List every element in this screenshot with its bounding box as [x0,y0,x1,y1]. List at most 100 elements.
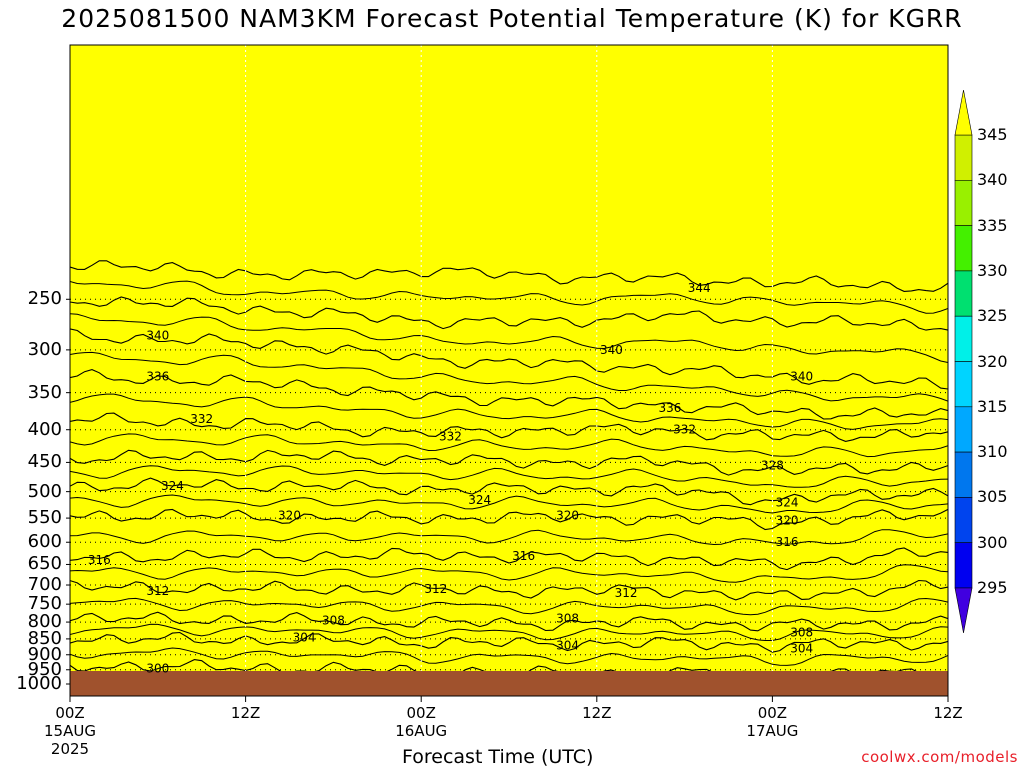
isentrope-line [70,631,948,653]
isentrope-line [70,328,948,390]
x-date-label: 15AUG [44,722,96,740]
x-tick-label: 00Z [757,704,788,722]
isentrope-line [70,351,948,402]
contour-label: 332 [190,412,213,426]
isentrope-line [70,659,917,671]
contour-label: 340 [146,329,169,343]
isentrope-line [70,296,948,331]
y-tick-label: 600 [27,531,62,553]
contour-label: 316 [776,535,799,549]
y-tick-label: 850 [27,627,62,649]
x-tick-label: 12Z [582,704,612,722]
isentrope-line [70,579,948,601]
y-tick-label: 900 [27,643,62,665]
colorbar-label: 305 [977,487,1008,507]
colorbar [954,89,973,634]
isentrope-line [70,369,948,420]
isentrope-line [70,412,948,442]
colorbar-arrow-top [954,89,973,136]
y-tick-label: 700 [27,574,62,596]
contour-label: 312 [146,584,169,598]
y-tick-label: 500 [27,480,62,502]
x-axis-title: Forecast Time (UTC) [402,746,594,768]
contour-label: 328 [761,458,784,472]
isentrope-line [70,647,948,666]
x-tick-label: 12Z [230,704,261,722]
contour-label: 320 [278,509,301,523]
y-tick-label: 450 [27,451,62,473]
isentrope-line [70,547,948,571]
colorbar-cell [954,270,973,317]
y-tick-label: 800 [27,611,62,633]
colorbar-label: 335 [977,215,1008,235]
colorbar-label: 295 [977,578,1008,597]
x-date-label: 17AUG [746,722,799,740]
colorbar-arrow-bottom [954,587,973,634]
isentrope-line [70,623,948,641]
contour-label: 308 [790,625,813,639]
contour-label: 308 [322,613,345,627]
contour-label: 304 [293,630,316,644]
colorbar-label: 325 [977,306,1008,326]
y-tick-label: 300 [27,338,62,360]
x-tick-label: 12Z [933,704,963,722]
y-tick-label: 1000 [16,673,62,694]
fill-band [70,260,948,671]
isentrope-line [70,433,948,458]
isentrope-line [70,260,948,292]
contour-label: 320 [776,514,799,528]
isentrope-line [70,508,948,531]
surface-band [70,671,948,696]
colorbar-label: 340 [977,170,1008,190]
contour-label: 332 [673,423,696,437]
isentrope-line [70,280,948,314]
y-tick-label: 550 [27,507,62,529]
contour-label: 324 [161,479,184,493]
isentrope-line [70,465,948,488]
isentrope-line [70,393,948,430]
colorbar-cell [954,225,973,272]
contour-label: 308 [556,612,579,626]
contour-label: 316 [88,553,111,567]
contour-label: 320 [556,509,579,523]
x-year-label: 2025 [50,740,90,758]
colorbar-label: 310 [977,442,1008,462]
contour-label: 300 [146,661,169,675]
colorbar-label: 315 [977,396,1008,416]
contour-label: 304 [556,638,579,652]
y-tick-label: 950 [27,658,62,680]
contour-labels: 340 336 332 324 320 316 312 308 304 300 332 324 312 3… [88,281,813,675]
contour-label: 340 [600,343,623,357]
contour-label: 312 [424,582,447,596]
colorbar-label: 320 [977,351,1008,371]
plot-frame [69,44,949,697]
contour-label: 324 [468,493,491,507]
y-tick-label: 750 [27,593,62,615]
isentrope-contours [70,260,948,671]
contour-label: 304 [790,642,813,656]
isentrope-line [70,477,948,506]
colorbar-cell [954,180,973,226]
colorbar-cell [954,406,973,453]
colorbar-cell [954,361,973,408]
contour-label: 344 [688,281,711,295]
isentrope-line [70,449,948,476]
colorbar-label: 330 [977,260,1008,280]
colorbar-cell [954,134,973,181]
colorbar-cell [954,542,973,589]
isentrope-line [70,597,948,616]
contour-label: 324 [776,496,799,510]
chart-title: 2025081500 NAM3KM Forecast Potential Tem… [61,4,963,33]
isentrope-line [70,494,948,514]
y-tick-label: 400 [27,418,62,440]
y-tick-label: 350 [27,381,62,403]
x-tick-label: 00Z [55,704,85,722]
colorbar-cell [954,451,973,498]
y-tick-label: 250 [27,288,62,310]
contour-label: 316 [512,549,535,563]
isentrope-line [70,529,948,546]
contour-label: 332 [439,430,462,444]
contour-label: 312 [615,586,638,600]
grid-lines [66,45,949,702]
credit-text: coolwx.com/models [861,748,1018,766]
